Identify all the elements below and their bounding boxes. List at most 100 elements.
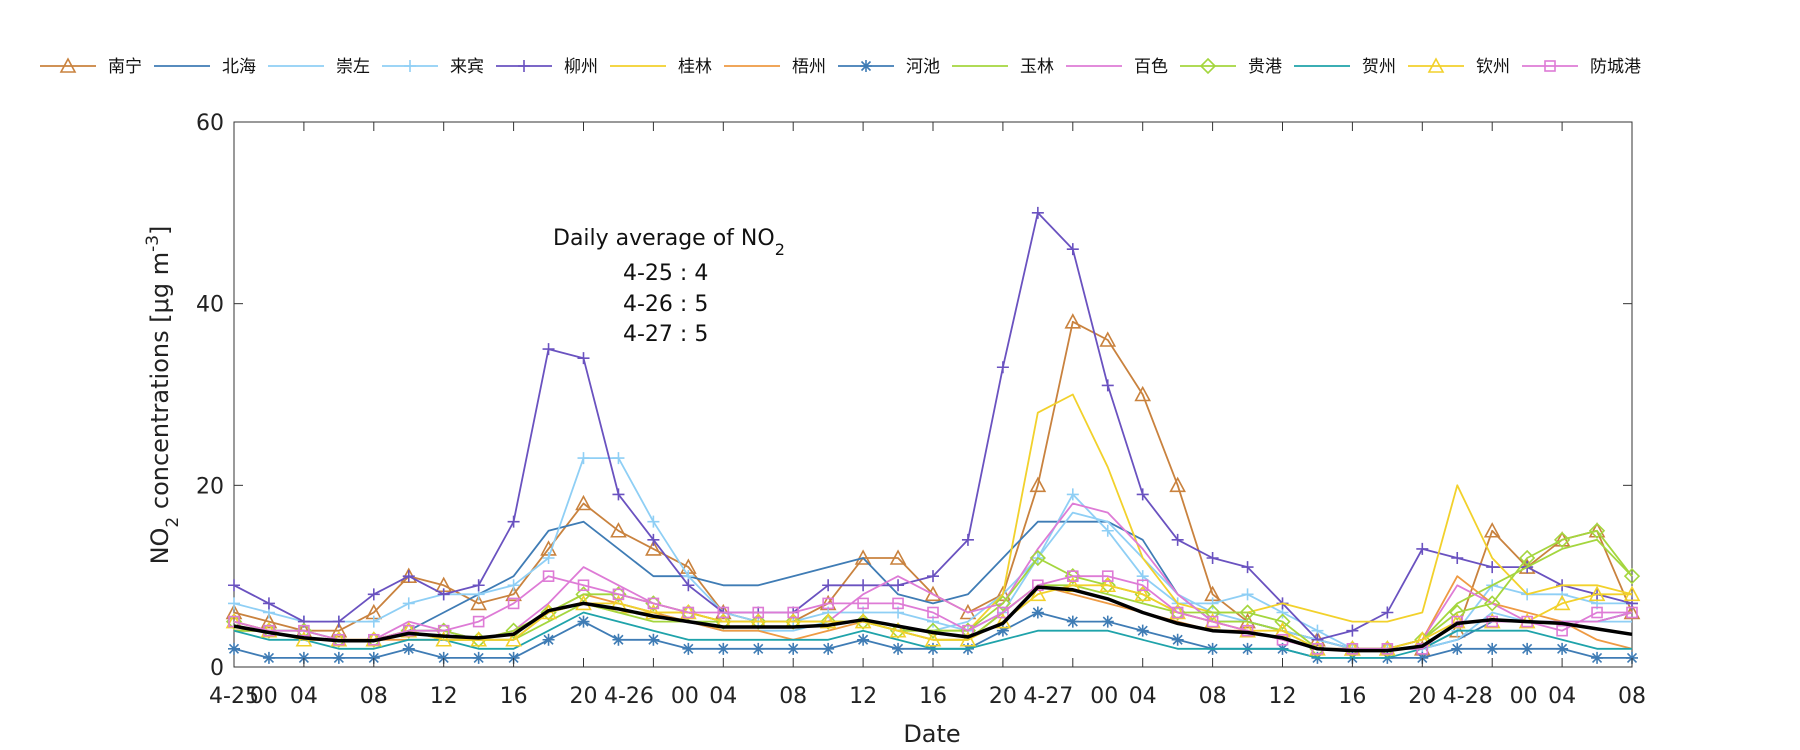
x-tick-label: 4-27 [1023, 684, 1073, 709]
series-layer [225, 206, 1641, 664]
data-point [612, 488, 625, 501]
data-point [507, 597, 520, 610]
data-point [822, 642, 835, 655]
x-tick-label: 00 [250, 684, 278, 709]
y-tick-label: 60 [196, 111, 224, 136]
data-point [228, 642, 240, 655]
legend-label: 南宁 [108, 57, 142, 77]
data-point [1101, 524, 1114, 537]
series-regional-mean [233, 585, 1633, 653]
legend-item: 梧州 [724, 57, 826, 77]
data-point [472, 579, 485, 592]
x-tick-label: 20 [570, 684, 598, 709]
data-point [1029, 585, 1047, 602]
y-axis-title-rest: concentrations [μg m [146, 252, 174, 517]
data-point [1031, 206, 1044, 219]
mean-line [233, 585, 1633, 653]
data-point [752, 606, 765, 619]
data-point [542, 343, 555, 356]
data-point [1451, 552, 1464, 564]
data-point [225, 603, 243, 620]
data-point [682, 642, 695, 655]
data-point [575, 494, 592, 511]
data-point [507, 651, 520, 664]
data-point [297, 651, 310, 664]
legend-label: 钦州 [1476, 57, 1510, 77]
data-point [1346, 624, 1359, 637]
data-point [1101, 379, 1114, 392]
data-point [437, 651, 450, 664]
x-tick-label: 08 [1618, 684, 1646, 709]
data-point [1588, 522, 1606, 539]
series-4 [228, 206, 1638, 646]
data-point [1099, 576, 1117, 593]
data-point [1451, 642, 1464, 655]
data-point [1064, 313, 1082, 329]
data-point [1067, 570, 1079, 582]
data-point [994, 595, 1012, 612]
data-point [1556, 642, 1569, 655]
data-point [332, 615, 345, 628]
data-point [1029, 549, 1046, 567]
data-point [1204, 604, 1221, 621]
legend-label: 百色 [1134, 57, 1168, 77]
data-point [1136, 579, 1149, 592]
data-point [1134, 585, 1152, 602]
data-point [367, 615, 380, 628]
y-axis-title-sub: 2 [163, 517, 183, 528]
legend-marker [518, 60, 530, 72]
data-point [1626, 606, 1638, 619]
x-tick-label: 00 [1510, 684, 1538, 709]
data-point [1588, 585, 1606, 602]
y-tick-label: 20 [196, 474, 224, 499]
data-point [645, 603, 662, 620]
x-tick-label: 16 [919, 684, 947, 709]
data-point [577, 352, 590, 365]
data-point [1521, 642, 1534, 655]
data-point [1066, 615, 1079, 628]
data-point [1553, 594, 1571, 611]
x-tick-label: 04 [1129, 684, 1157, 709]
annotation-title-sub: 2 [775, 240, 785, 259]
data-point [927, 570, 939, 583]
series-line [233, 584, 1632, 650]
legend: 南宁 北海 崇左 来宾 柳州 桂林 梧州 河池 玉林 百色 贵港 贺州 钦州 防城港 [40, 57, 1641, 77]
data-point [924, 631, 942, 647]
data-point [647, 533, 660, 546]
data-point [505, 585, 522, 602]
data-point [330, 621, 348, 638]
data-point [892, 579, 905, 592]
data-point [1626, 651, 1638, 664]
data-point [1519, 549, 1536, 567]
data-point [1623, 585, 1641, 602]
data-point [402, 597, 415, 610]
data-point [1171, 606, 1184, 619]
x-tick-label: 04 [709, 684, 737, 709]
y-axis-title-sup: -3 [143, 235, 163, 252]
data-point [470, 594, 487, 611]
data-point [612, 452, 625, 465]
legend-item: 玉林 [952, 57, 1054, 77]
x-tick-label: 12 [430, 684, 458, 709]
data-point [612, 633, 625, 646]
y-axis-title-main: NO [146, 528, 174, 565]
data-point [612, 588, 625, 601]
data-point [402, 624, 415, 637]
annotation-line: 4-26 : 5 [623, 292, 708, 317]
data-point [1101, 570, 1114, 582]
legend-item: 钦州 [1408, 57, 1510, 77]
data-point [752, 642, 765, 655]
data-point [682, 606, 695, 619]
data-point [1623, 568, 1641, 585]
data-point [577, 615, 590, 628]
legend-item: 北海 [154, 57, 256, 77]
data-point [994, 585, 1012, 602]
data-point [1486, 642, 1499, 655]
data-point [959, 631, 977, 647]
data-point [437, 588, 450, 601]
data-point [1066, 243, 1079, 256]
data-point [645, 540, 662, 556]
data-point [367, 651, 380, 664]
legend-label: 崇左 [336, 57, 370, 77]
